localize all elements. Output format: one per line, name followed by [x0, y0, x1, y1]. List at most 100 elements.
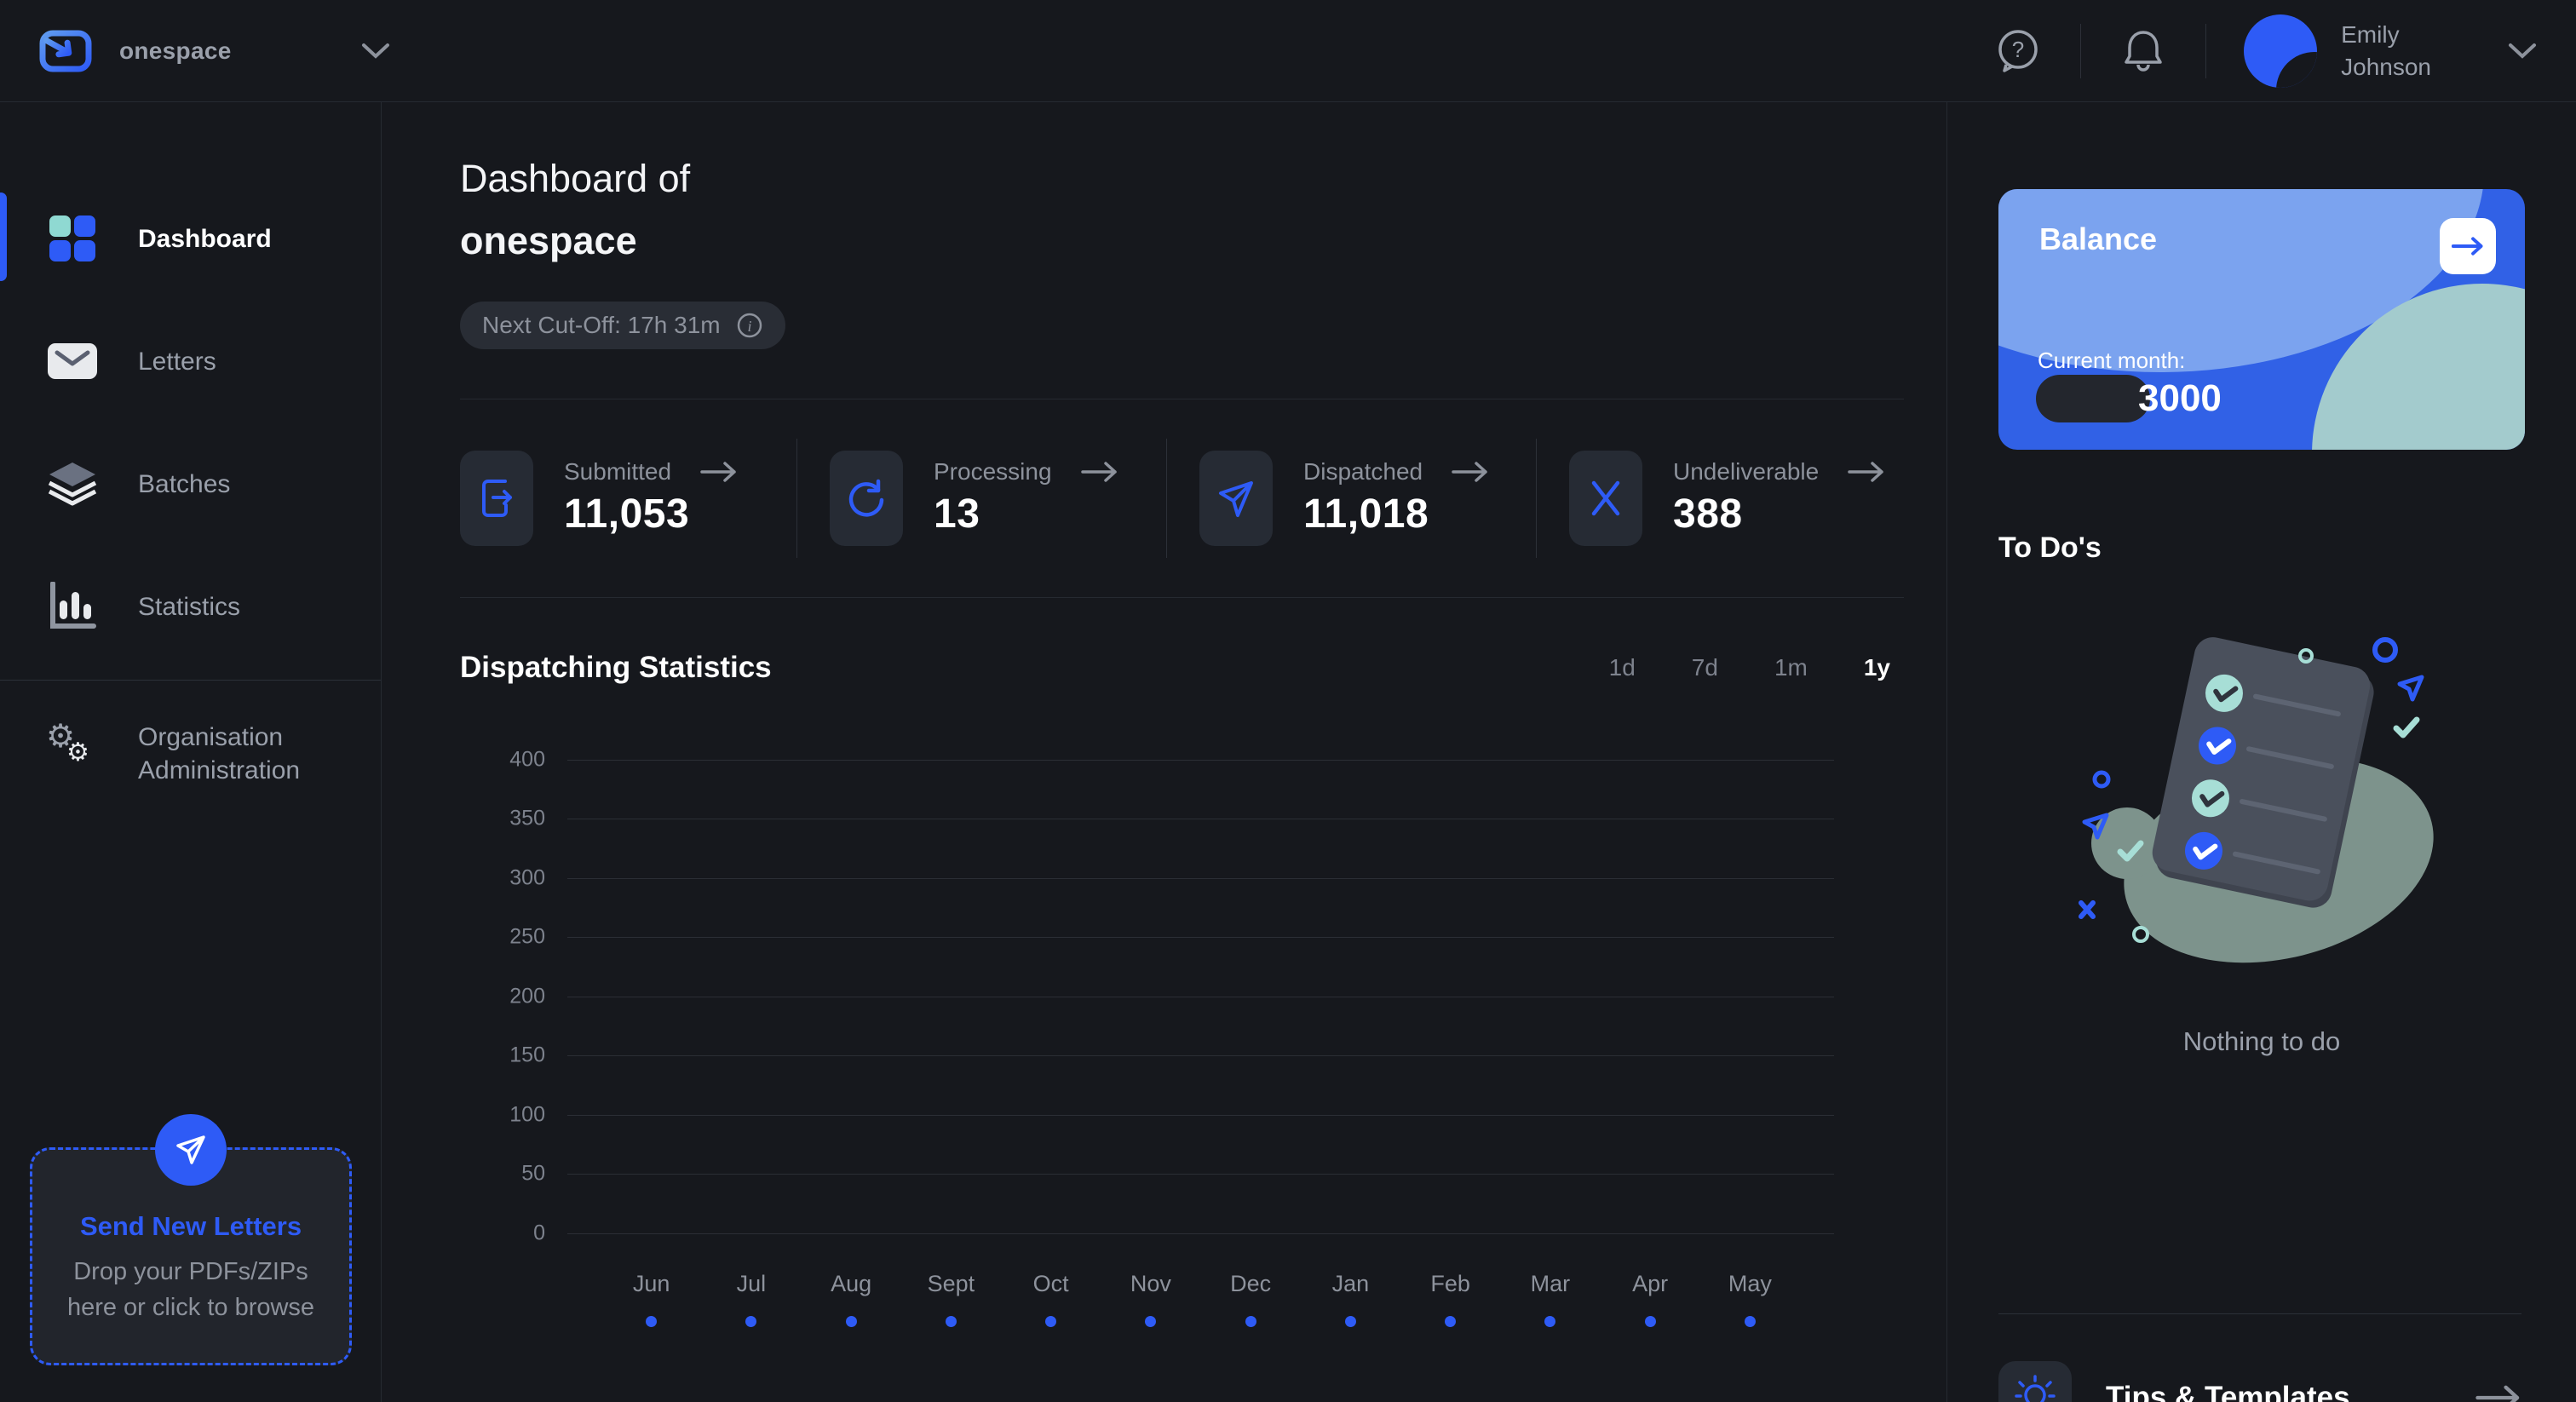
- info-icon[interactable]: i: [736, 312, 763, 339]
- range-7d[interactable]: 7d: [1691, 653, 1718, 681]
- bar-chart-icon: [44, 582, 101, 631]
- stat-label: Dispatched: [1303, 458, 1423, 486]
- grid-icon: [44, 212, 101, 265]
- layers-icon: [44, 461, 101, 507]
- sidebar-item-dashboard[interactable]: Dashboard: [0, 177, 381, 300]
- arrow-right-icon: [700, 462, 736, 483]
- y-axis-tick: 400: [509, 747, 545, 772]
- gridline: 150: [509, 1043, 1834, 1067]
- y-axis-tick: 250: [509, 924, 545, 949]
- checklist-clipboard-illustration: [2049, 609, 2475, 984]
- balance-amount: 3000: [2138, 377, 2222, 419]
- arrow-right-icon: [1848, 462, 1883, 483]
- x-axis-label: Mar: [1530, 1270, 1571, 1296]
- time-range-switcher: 1d 7d 1m 1y: [1609, 654, 1906, 681]
- send-letters-dropzone[interactable]: Send New Letters Drop your PDFs/ZIPs her…: [30, 1114, 352, 1365]
- range-1d[interactable]: 1d: [1608, 653, 1636, 681]
- arrow-right-icon: [2475, 1385, 2520, 1402]
- series-dot: [745, 1315, 757, 1327]
- user-avatar[interactable]: [2244, 14, 2318, 88]
- top-header: onespace ? E: [0, 0, 2576, 102]
- org-switcher[interactable]: onespace: [39, 28, 389, 74]
- envelope-icon: [44, 342, 101, 380]
- gridline: 100: [509, 1102, 1834, 1126]
- stat-label: Undeliverable: [1673, 458, 1820, 486]
- document-export-icon: [460, 450, 533, 546]
- y-axis-tick: 350: [509, 806, 545, 830]
- series-dot: [1744, 1315, 1756, 1327]
- right-panel: Balance Current month: 3000 To Do's: [1946, 102, 2576, 1402]
- gears-icon: ⚙ ⚙: [46, 719, 89, 767]
- lightbulb-icon: [1998, 1361, 2072, 1402]
- stats-row: Submitted 11,053: [460, 399, 1906, 597]
- stat-value: 11,053: [564, 491, 690, 537]
- y-axis-tick: 150: [509, 1043, 545, 1067]
- stat-label: Submitted: [564, 458, 672, 486]
- stat-dispatched[interactable]: Dispatched 11,018: [1166, 438, 1536, 558]
- sidebar-item-letters[interactable]: Letters: [0, 300, 381, 422]
- sidebar-item-label: Batches: [138, 469, 231, 498]
- dropzone-title: Send New Letters: [79, 1211, 302, 1241]
- onespace-logo-icon: [39, 28, 92, 74]
- series-dot: [1544, 1315, 1556, 1327]
- header-actions: ? Emily Johnson: [1993, 14, 2537, 88]
- svg-text:i: i: [747, 318, 751, 335]
- paper-plane-icon: [155, 1114, 227, 1186]
- gridline: 300: [509, 865, 1834, 889]
- help-button[interactable]: ?: [1993, 26, 2043, 76]
- balance-arrow-button[interactable]: [2440, 218, 2496, 274]
- x-icon: [1569, 450, 1642, 546]
- dispatching-statistics-chart: 400 350 300 250 200 150 100 50 0 Jun Jul Aug Sept Oc…: [460, 747, 1906, 1327]
- series-dot: [1145, 1315, 1157, 1327]
- user-menu-chevron-icon[interactable]: [2508, 43, 2537, 60]
- stat-value: 388: [1673, 491, 1743, 537]
- active-indicator: [0, 192, 7, 281]
- paper-plane-icon: [1199, 450, 1273, 546]
- refresh-icon: [830, 450, 903, 546]
- divider: [460, 596, 1904, 598]
- y-axis-tick: 200: [509, 984, 545, 1008]
- x-axis-label: Feb: [1430, 1270, 1470, 1296]
- range-1m[interactable]: 1m: [1774, 653, 1808, 681]
- arrow-right-icon: [1452, 462, 1487, 483]
- cutoff-text: Next Cut-Off: 17h 31m: [482, 311, 721, 338]
- stat-undeliverable[interactable]: Undeliverable 388: [1536, 438, 1906, 558]
- x-axis-label: Jul: [736, 1270, 767, 1296]
- tips-title: Tips & Templates: [2106, 1381, 2350, 1402]
- x-axis-label: May: [1728, 1270, 1772, 1296]
- stat-processing[interactable]: Processing 13: [796, 438, 1166, 558]
- x-axis-label: Dec: [1230, 1270, 1272, 1296]
- user-name: Emily Johnson: [2341, 20, 2431, 80]
- y-axis-tick: 50: [521, 1161, 545, 1186]
- x-axis-label: Jun: [632, 1270, 670, 1296]
- series-dot: [1245, 1315, 1256, 1327]
- tips-templates-link[interactable]: Tips & Templates: [1998, 1361, 2521, 1402]
- x-axis-label: Aug: [831, 1270, 872, 1296]
- y-axis-tick: 100: [509, 1102, 545, 1127]
- page-title-org: onespace: [460, 218, 637, 262]
- range-1y[interactable]: 1y: [1863, 653, 1890, 681]
- balance-card[interactable]: Balance Current month: 3000: [1998, 189, 2525, 450]
- series-dot: [1644, 1315, 1656, 1327]
- sidebar-item-organisation-administration[interactable]: ⚙ ⚙ Organisation Administration: [0, 692, 381, 815]
- x-axis-label: Oct: [1032, 1270, 1069, 1296]
- notifications-bell-button[interactable]: [2119, 26, 2168, 76]
- chart-plot: 400 350 300 250 200 150 100 50 0: [509, 747, 1834, 1244]
- series-dot: [1045, 1315, 1057, 1327]
- sidebar-item-statistics[interactable]: Statistics: [0, 545, 381, 668]
- series-dot: [1445, 1315, 1457, 1327]
- header-divider: [2205, 23, 2207, 78]
- gridline: 50: [521, 1162, 1834, 1186]
- gridline: 250: [509, 925, 1834, 949]
- org-name: onespace: [119, 37, 232, 64]
- x-axis-label: Nov: [1130, 1270, 1171, 1296]
- divider: [1998, 1313, 2521, 1314]
- chart-x-axis: Jun Jul Aug Sept Oct Nov Dec Jan Feb Mar Apr May: [567, 1271, 1834, 1327]
- sidebar-item-label: Letters: [138, 347, 216, 376]
- sidebar-item-batches[interactable]: Batches: [0, 422, 381, 545]
- stat-submitted[interactable]: Submitted 11,053: [460, 439, 796, 558]
- redacted-chip: [2036, 375, 2150, 422]
- series-dot: [1344, 1315, 1356, 1327]
- gridline: 400: [509, 747, 1834, 771]
